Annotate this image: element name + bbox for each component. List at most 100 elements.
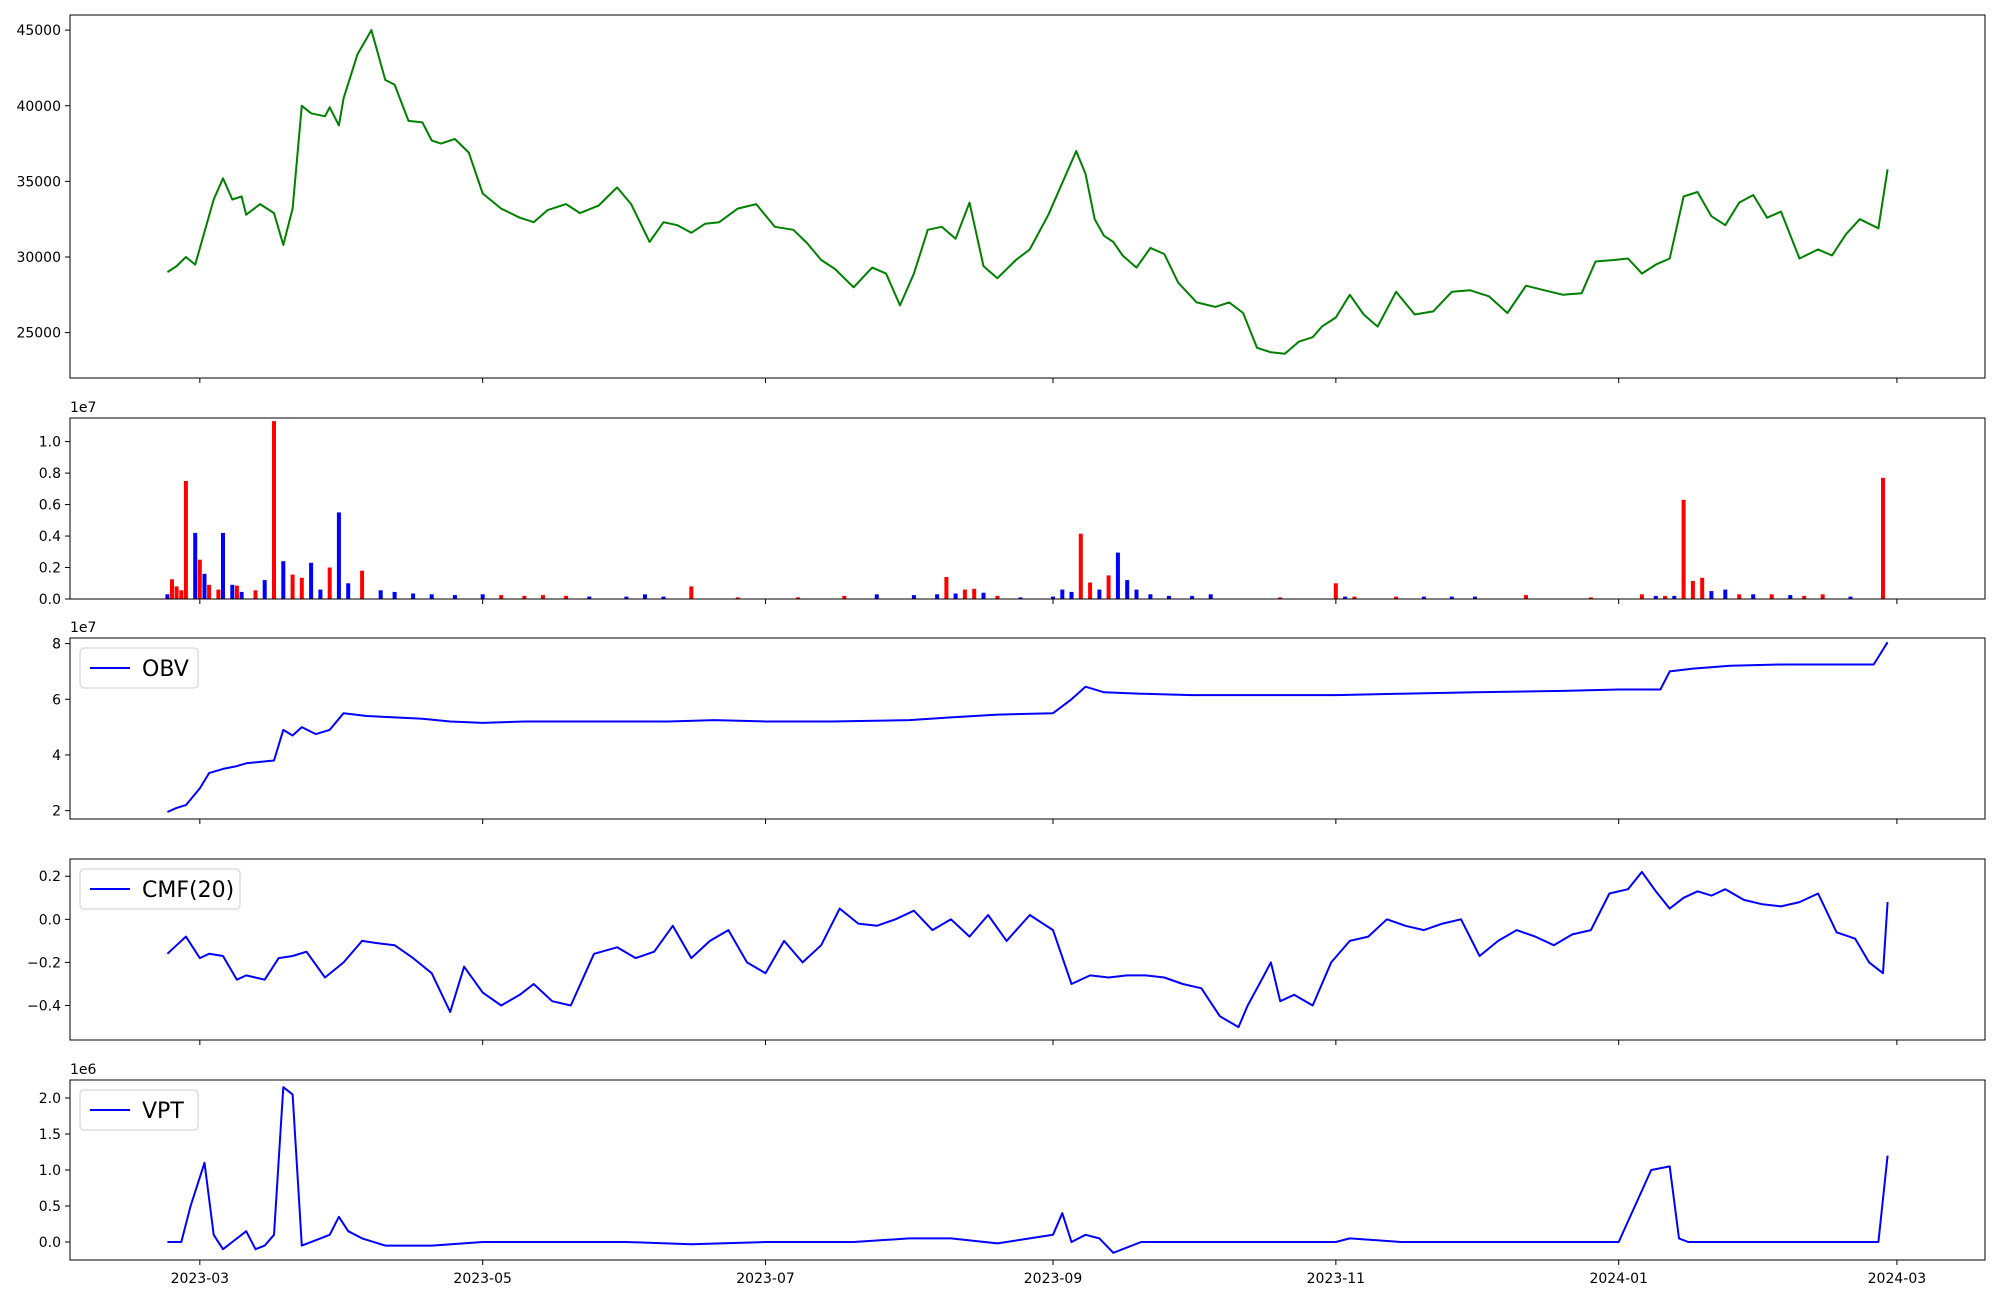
volume-ytick-label: 0.0 <box>39 592 61 608</box>
xtick-label: 2023-09 <box>1024 1271 1083 1287</box>
vpt-ytick-label: 1.5 <box>39 1127 61 1143</box>
volume-bar <box>299 577 304 599</box>
volume-bar <box>1421 596 1426 599</box>
volume-bar <box>1088 582 1093 599</box>
vpt-legend: VPT <box>79 1089 199 1131</box>
volume-ytick-label: 1.0 <box>39 435 61 451</box>
obv-legend-box <box>79 647 199 689</box>
volume-bar <box>1709 591 1714 599</box>
volume-bar <box>935 594 940 599</box>
price-ytick-label: 45000 <box>16 23 61 39</box>
cmf-series-line <box>166 870 1889 1029</box>
price-ytick-label: 40000 <box>16 99 61 115</box>
xtick-label: 2023-11 <box>1307 1271 1366 1287</box>
volume-bar <box>1820 594 1825 599</box>
volume-bar <box>1278 597 1283 599</box>
volume-bar <box>1051 596 1055 599</box>
xtick-label: 2023-07 <box>736 1271 795 1287</box>
volume-bar <box>1166 595 1171 599</box>
volume-bar <box>564 595 569 599</box>
volume-bar <box>499 595 504 599</box>
volume-bar <box>183 481 188 599</box>
vpt-ytick-label: 1.0 <box>39 1163 61 1179</box>
vpt-ytick-label: 0.0 <box>39 1235 61 1251</box>
volume-bar <box>796 597 800 599</box>
obv-legend: OBV <box>79 647 199 689</box>
volume-bar <box>346 583 351 599</box>
volume-bar <box>230 584 235 599</box>
cmf-legend-label: CMF(20) <box>142 878 234 903</box>
panel-cmf: −0.4 −0.2 0.0 0.2 CMF(20) <box>27 858 1986 1045</box>
volume-bar <box>1723 589 1728 599</box>
obv-offset-label: 1e7 <box>70 620 96 636</box>
volume-bar <box>309 562 314 599</box>
panel-volume: 0.0 0.2 0.4 0.6 0.8 1.0 1e7 <box>39 400 1986 608</box>
volume-bar <box>972 588 977 599</box>
price-ytick-label: 25000 <box>16 326 61 342</box>
vpt-series-line <box>167 1086 1889 1254</box>
cmf-ytick-label: 0.0 <box>39 912 61 928</box>
xtick-label: 2023-05 <box>453 1271 512 1287</box>
volume-bar <box>944 577 949 599</box>
obv-ytick-label: 4 <box>52 748 61 764</box>
volume-plot-area <box>165 421 1885 599</box>
volume-bar <box>1690 580 1695 599</box>
xtick-label: 2024-01 <box>1589 1271 1648 1287</box>
panel-obv: 2 4 6 8 1e7 OBV <box>52 620 1986 824</box>
volume-bar <box>360 570 365 599</box>
volume-bar <box>541 595 545 599</box>
volume-bar <box>1737 594 1742 599</box>
volume-bar <box>1134 589 1139 599</box>
volume-bar <box>953 593 958 599</box>
cmf-axes-frame <box>69 858 1986 1041</box>
volume-bar <box>452 595 457 599</box>
volume-bar <box>1788 595 1793 599</box>
volume-bar <box>1653 595 1658 599</box>
volume-bar <box>1352 596 1357 599</box>
vpt-legend-label: VPT <box>142 1099 184 1124</box>
volume-bar <box>1148 594 1153 599</box>
volume-bar <box>272 421 276 599</box>
volume-bar <box>962 589 967 599</box>
panels: 25000 30000 35000 40000 45000 0.0 0.2 0.4 0.6 0.8… <box>16 14 1986 1287</box>
volume-offset-label: 1e7 <box>70 400 96 416</box>
volume-bar <box>1125 580 1130 599</box>
vpt-legend-box <box>79 1089 199 1131</box>
volume-bar <box>1343 596 1348 599</box>
price-plot-area <box>166 29 1889 355</box>
volume-bar <box>735 597 740 599</box>
volume-bar <box>1524 595 1528 599</box>
volume-bar <box>1018 597 1023 599</box>
vpt-ytick-label: 0.5 <box>39 1199 61 1215</box>
volume-bar <box>981 592 986 599</box>
obv-plot-area <box>166 641 1889 813</box>
volume-bar <box>842 595 847 599</box>
volume-bar <box>411 593 416 599</box>
volume-bar <box>239 591 244 599</box>
volume-bar <box>1115 552 1120 599</box>
volume-bar <box>587 596 592 599</box>
price-series-line <box>166 29 1889 355</box>
volume-bar <box>202 573 207 599</box>
cmf-ytick-label: 0.2 <box>39 869 61 885</box>
volume-bar <box>327 567 332 599</box>
volume-bar <box>522 595 527 599</box>
xtick-label: 2024-03 <box>1868 1271 1927 1287</box>
volume-bar <box>378 590 383 599</box>
volume-bar <box>318 589 323 599</box>
volume-bar <box>336 512 341 599</box>
volume-bar <box>197 559 202 599</box>
panel-vpt: 0.0 0.5 1.0 1.5 2.0 1e6 VPT 2023-03 2023-05 2023-… <box>39 1062 1986 1287</box>
volume-bar <box>1802 595 1807 599</box>
volume-bar <box>234 585 239 599</box>
volume-bar <box>207 584 212 599</box>
volume-bar <box>661 596 666 599</box>
volume-bar <box>193 532 198 599</box>
obv-legend-label: OBV <box>142 657 189 682</box>
volume-ytick-label: 0.4 <box>39 529 61 545</box>
volume-ytick-label: 0.2 <box>39 561 61 577</box>
volume-bar <box>1881 477 1885 599</box>
volume-bar <box>874 594 879 599</box>
